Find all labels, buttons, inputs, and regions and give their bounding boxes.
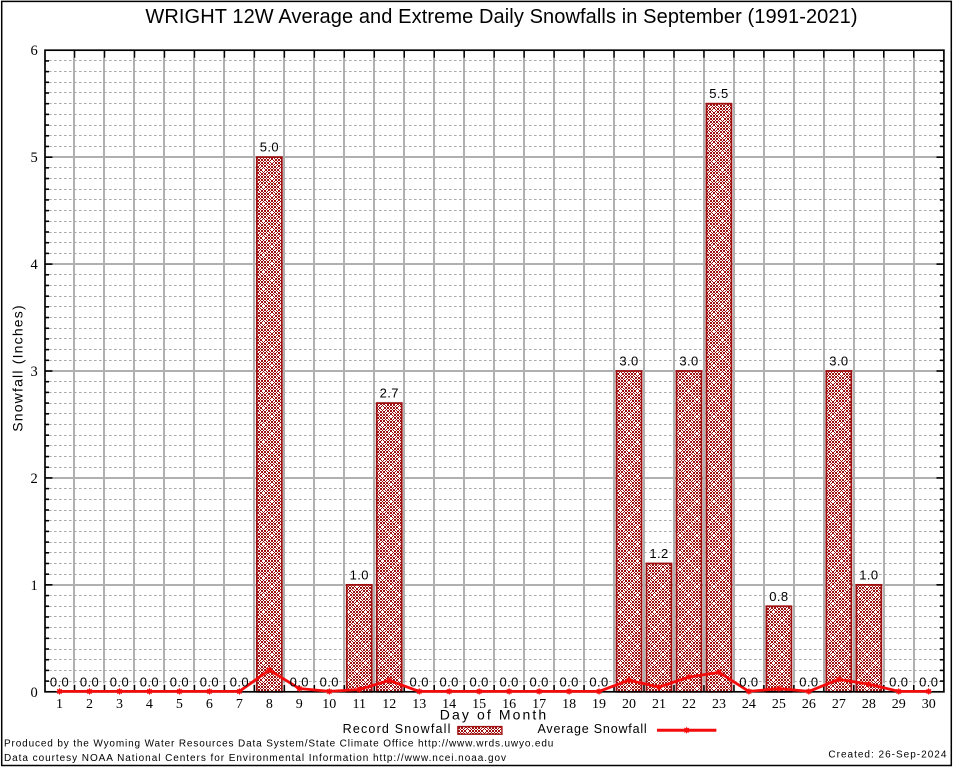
svg-text:5.5: 5.5 (709, 86, 728, 101)
svg-text:0.0: 0.0 (80, 674, 99, 689)
svg-text:Snowfall (Inches): Snowfall (Inches) (10, 304, 26, 432)
svg-text:5: 5 (31, 150, 38, 166)
svg-text:0.0: 0.0 (290, 674, 309, 689)
svg-text:1.2: 1.2 (649, 546, 668, 561)
svg-text:0.0: 0.0 (410, 674, 429, 689)
svg-text:1: 1 (31, 578, 38, 594)
svg-text:29: 29 (892, 697, 906, 712)
svg-text:7: 7 (236, 697, 243, 712)
svg-text:5: 5 (176, 697, 183, 712)
svg-text:0.0: 0.0 (799, 674, 818, 689)
svg-text:2: 2 (31, 471, 38, 487)
svg-text:0.0: 0.0 (200, 674, 219, 689)
svg-text:21: 21 (652, 697, 666, 712)
svg-text:0: 0 (31, 685, 38, 701)
svg-text:Record Snowfall: Record Snowfall (343, 722, 452, 736)
svg-text:0.0: 0.0 (170, 674, 189, 689)
svg-text:3.0: 3.0 (829, 354, 848, 369)
svg-text:10: 10 (322, 697, 336, 712)
svg-text:0.0: 0.0 (559, 674, 578, 689)
svg-text:WRIGHT 12W Average and Extreme: WRIGHT 12W Average and Extreme Daily Sno… (145, 6, 857, 28)
svg-text:22: 22 (682, 697, 696, 712)
svg-text:0.0: 0.0 (230, 674, 249, 689)
svg-text:0.0: 0.0 (589, 674, 608, 689)
svg-text:25: 25 (772, 697, 786, 712)
svg-text:4: 4 (146, 697, 153, 712)
svg-text:0.0: 0.0 (919, 674, 938, 689)
svg-text:17: 17 (532, 697, 546, 712)
svg-text:Day of Month: Day of Month (440, 707, 548, 723)
svg-text:23: 23 (712, 697, 726, 712)
svg-text:5.0: 5.0 (260, 140, 279, 155)
svg-text:4: 4 (31, 257, 39, 273)
svg-text:1.0: 1.0 (859, 567, 878, 582)
svg-text:27: 27 (832, 697, 846, 712)
svg-text:Produced by the Wyoming Water: Produced by the Wyoming Water Resources … (4, 739, 554, 750)
svg-text:0.0: 0.0 (320, 674, 339, 689)
svg-text:3.0: 3.0 (619, 354, 638, 369)
svg-text:16: 16 (502, 697, 516, 712)
svg-text:0.0: 0.0 (50, 674, 69, 689)
svg-text:0.0: 0.0 (529, 674, 548, 689)
svg-text:1.0: 1.0 (350, 567, 369, 582)
svg-text:12: 12 (382, 697, 396, 712)
svg-text:3: 3 (116, 697, 123, 712)
svg-text:0.0: 0.0 (140, 674, 159, 689)
svg-text:0.0: 0.0 (440, 674, 459, 689)
svg-text:13: 13 (412, 697, 426, 712)
svg-text:28: 28 (862, 697, 876, 712)
svg-text:0.0: 0.0 (739, 674, 758, 689)
svg-text:6: 6 (206, 697, 213, 712)
svg-text:0.0: 0.0 (470, 674, 489, 689)
svg-text:8: 8 (266, 697, 273, 712)
svg-text:18: 18 (562, 697, 576, 712)
svg-text:11: 11 (353, 697, 366, 712)
svg-text:30: 30 (922, 697, 936, 712)
svg-text:0.0: 0.0 (110, 674, 129, 689)
svg-text:2.7: 2.7 (380, 386, 399, 401)
svg-text:Created: 26-Sep-2024: Created: 26-Sep-2024 (828, 749, 947, 760)
svg-text:3.0: 3.0 (679, 354, 698, 369)
svg-text:26: 26 (802, 697, 816, 712)
svg-text:1: 1 (56, 697, 63, 712)
svg-text:24: 24 (742, 697, 756, 712)
svg-text:19: 19 (592, 697, 606, 712)
svg-text:0.0: 0.0 (889, 674, 908, 689)
svg-text:14: 14 (442, 697, 456, 712)
svg-text:6: 6 (31, 43, 38, 59)
svg-text:Average Snowfall: Average Snowfall (538, 722, 648, 736)
svg-text:0.0: 0.0 (499, 674, 518, 689)
svg-text:Data courtesy NOAA National Ce: Data courtesy NOAA National Centers for … (4, 753, 507, 764)
svg-text:20: 20 (622, 697, 636, 712)
svg-text:9: 9 (296, 697, 303, 712)
svg-text:2: 2 (86, 697, 93, 712)
svg-text:0.8: 0.8 (769, 589, 788, 604)
svg-text:15: 15 (472, 697, 486, 712)
svg-text:3: 3 (31, 364, 38, 380)
